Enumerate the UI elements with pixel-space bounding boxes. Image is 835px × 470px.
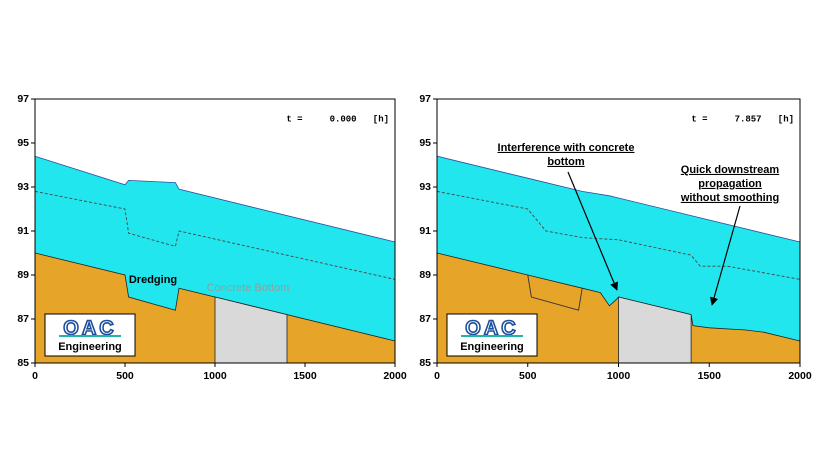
x-tick-label: 1500 (698, 370, 722, 382)
area-outline (618, 296, 692, 315)
annotation-arrow (710, 205, 741, 306)
y-tick-label: 89 (419, 269, 431, 281)
logo-mark: OAC (465, 317, 518, 339)
annotation: Quick downstream (681, 164, 780, 176)
x-tick-label: 0 (434, 370, 440, 382)
time-label: t = 7.857 [h] (691, 114, 794, 124)
annotation: propagation (698, 178, 762, 190)
y-tick-label: 95 (17, 137, 29, 149)
y-tick-label: 91 (17, 225, 29, 237)
chart-panel: 85 87 89 91 93 95 97 0 500 1000 1500 2000 t = 7.857 … (419, 93, 812, 382)
area-outline (214, 296, 288, 315)
logo-text: Engineering (58, 341, 122, 353)
y-tick-label: 93 (17, 181, 29, 193)
x-tick-label: 2000 (383, 370, 407, 382)
y-tick-label: 87 (17, 313, 29, 325)
annotation: Concrete Bottom (207, 282, 290, 294)
x-tick-label: 1000 (607, 370, 631, 382)
y-tick-label: 95 (419, 137, 431, 149)
y-tick-label: 85 (17, 357, 29, 369)
x-tick-label: 2000 (788, 370, 812, 382)
y-tick-label: 97 (17, 93, 29, 105)
y-tick-label: 89 (17, 269, 29, 281)
x-tick-label: 1000 (203, 370, 227, 382)
y-tick-label: 93 (419, 181, 431, 193)
logo-text: Engineering (460, 341, 524, 353)
area-fill (215, 297, 287, 363)
x-tick-label: 0 (32, 370, 38, 382)
y-tick-label: 87 (419, 313, 431, 325)
x-tick-label: 500 (519, 370, 537, 382)
area-outline (34, 155, 396, 243)
annotation: Dredging (129, 274, 177, 286)
y-tick-label: 91 (419, 225, 431, 237)
y-tick-label: 85 (419, 357, 431, 369)
y-tick-label: 97 (419, 93, 431, 105)
annotation-arrow (567, 171, 618, 291)
line (34, 190, 396, 280)
area-fill (618, 297, 692, 363)
x-tick-label: 1500 (293, 370, 317, 382)
time-label: t = 0.000 [h] (286, 114, 389, 124)
annotation: bottom (547, 156, 584, 168)
logo-mark: OAC (63, 317, 116, 339)
x-tick-label: 500 (116, 370, 134, 382)
area-outline (436, 155, 801, 243)
line (527, 274, 583, 311)
line (436, 190, 801, 280)
annotation: Interference with concrete (498, 142, 635, 154)
chart-panel: 85 87 89 91 93 95 97 0 500 1000 1500 2000 t = 0.000 … (17, 93, 407, 382)
annotation: without smoothing (680, 192, 779, 204)
